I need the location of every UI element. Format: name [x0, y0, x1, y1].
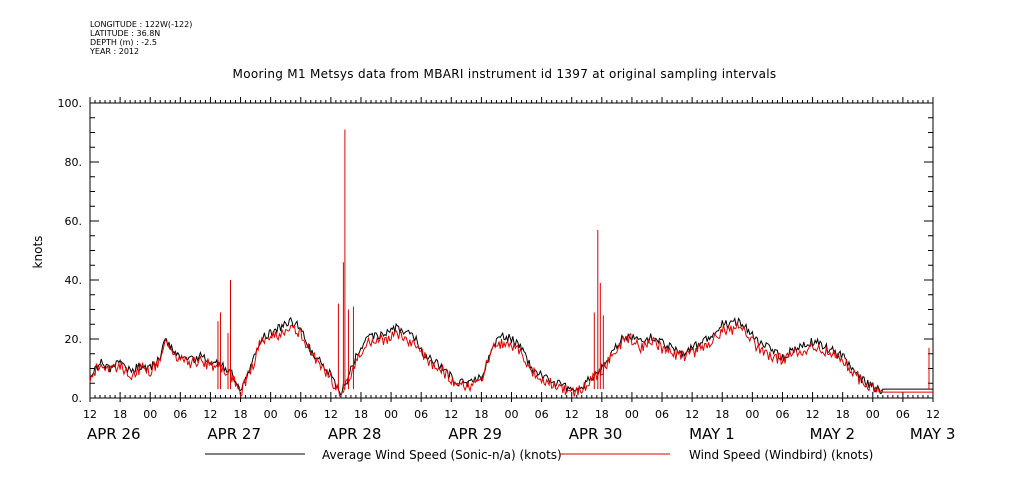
x-hour-label: 06 — [294, 408, 308, 421]
x-date-label: APR 26 — [87, 425, 141, 443]
legend: Average Wind Speed (Sonic-n/a) (knots) Wi… — [205, 448, 873, 462]
y-axis-label: knots — [31, 236, 45, 269]
x-hour-label: 12 — [83, 408, 97, 421]
x-date-label: APR 27 — [207, 425, 261, 443]
x-date-label: MAY 3 — [910, 425, 956, 443]
x-hour-label: 00 — [625, 408, 639, 421]
y-tick-label: 20. — [65, 333, 83, 346]
x-hour-label: 12 — [565, 408, 579, 421]
x-hour-label: 18 — [354, 408, 368, 421]
x-date-label: MAY 1 — [689, 425, 735, 443]
x-date-label: APR 29 — [448, 425, 502, 443]
depth-label: DEPTH (m) : -2.5 — [90, 38, 157, 47]
x-hour-label: 00 — [745, 408, 759, 421]
series-group — [89, 129, 933, 398]
x-hour-label: 18 — [836, 408, 850, 421]
x-hour-label: 00 — [264, 408, 278, 421]
y-tick-label: 80. — [65, 156, 83, 169]
x-hour-label: 12 — [685, 408, 699, 421]
x-date-label: MAY 2 — [810, 425, 856, 443]
x-hour-label: 18 — [715, 408, 729, 421]
y-tick-label: 100. — [58, 97, 83, 110]
x-hour-label: 18 — [474, 408, 488, 421]
x-hour-label: 12 — [444, 408, 458, 421]
x-hour-label: 18 — [595, 408, 609, 421]
y-tick-label: 0. — [72, 392, 83, 405]
y-axis: 0. 20. 40. 60. 80. 100. — [58, 97, 933, 405]
legend-label-1: Average Wind Speed (Sonic-n/a) (knots) — [322, 448, 562, 462]
x-hour-label: 06 — [173, 408, 187, 421]
x-hour-label: 06 — [655, 408, 669, 421]
x-hour-label: 00 — [866, 408, 880, 421]
x-hour-label: 12 — [806, 408, 820, 421]
x-hour-label: 12 — [324, 408, 338, 421]
x-date-label: APR 30 — [569, 425, 623, 443]
x-hour-label: 12 — [203, 408, 217, 421]
legend-label-2: Wind Speed (Windbird) (knots) — [689, 448, 873, 462]
y-tick-label: 60. — [65, 215, 83, 228]
x-hour-label: 18 — [113, 408, 127, 421]
x-hour-label: 06 — [535, 408, 549, 421]
longitude-label: LONGITUDE : 122W(-122) — [90, 20, 193, 29]
x-hour-label: 00 — [143, 408, 157, 421]
metadata-block: LONGITUDE : 122W(-122) LATITUDE : 36.8N … — [90, 20, 192, 56]
x-hour-label: 06 — [414, 408, 428, 421]
x-hour-label: 00 — [505, 408, 519, 421]
chart-title: Mooring M1 Metsys data from MBARI instru… — [232, 67, 777, 81]
series-line-2 — [89, 322, 933, 398]
x-hour-label: 12 — [926, 408, 940, 421]
x-hour-label: 00 — [384, 408, 398, 421]
x-hour-label: 06 — [896, 408, 910, 421]
year-label: YEAR : 2012 — [90, 47, 140, 56]
latitude-label: LATITUDE : 36.8N — [90, 29, 161, 38]
x-axis: 12 18 00 06 12 18 00 06 12 18 00 06 12 18 00 06 12 18 00 06… — [83, 97, 955, 443]
x-hour-label: 18 — [234, 408, 248, 421]
x-date-label: APR 28 — [328, 425, 382, 443]
y-tick-label: 40. — [65, 274, 83, 287]
series-line-1 — [89, 316, 933, 397]
x-hour-label: 06 — [775, 408, 789, 421]
